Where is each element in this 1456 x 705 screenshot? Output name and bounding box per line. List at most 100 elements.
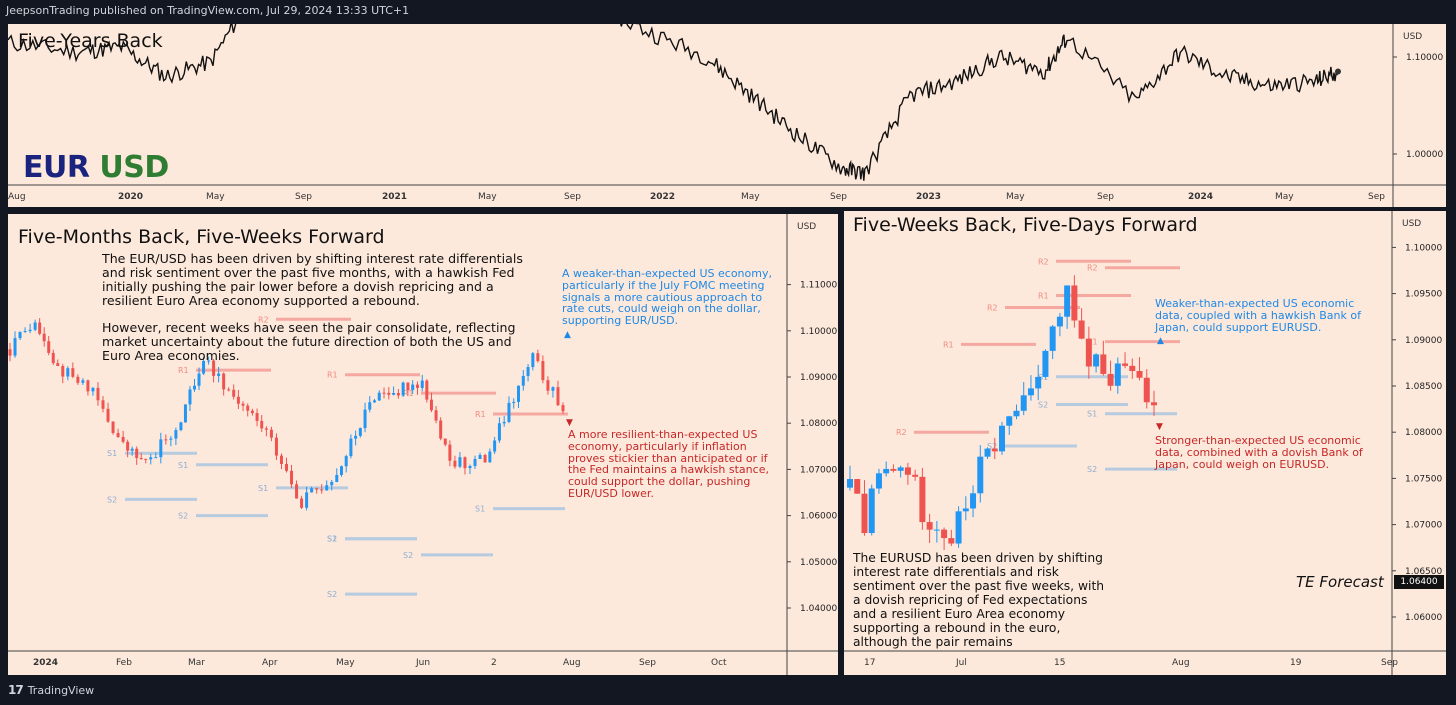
candle-body: [847, 479, 853, 488]
candle-body: [517, 385, 521, 402]
candle-body: [269, 429, 273, 438]
candle-body: [212, 360, 216, 376]
time-tick-label: Jun: [415, 658, 430, 668]
candle-body: [556, 387, 560, 406]
candle-body: [139, 458, 143, 460]
candle-body: [71, 368, 75, 377]
pivot-level-label: S2: [178, 512, 188, 521]
candle-body: [991, 448, 998, 452]
candle-body: [868, 488, 875, 534]
candle-body: [984, 448, 991, 457]
pivot-level-label: S2: [107, 495, 117, 504]
price-tick-label: 1.10000: [1405, 243, 1442, 253]
candle-body: [86, 380, 90, 392]
candle-body: [363, 409, 367, 429]
candle-body: [387, 392, 391, 395]
pivot-level-label: R1: [178, 366, 189, 375]
time-tick-label: 17: [864, 658, 875, 668]
time-tick-label: 2020: [118, 192, 143, 202]
pivot-level-label: R1: [1087, 338, 1098, 347]
candle-body: [42, 333, 46, 342]
pivot-level-label: S1: [1087, 410, 1097, 419]
time-tick-label: Sep: [639, 658, 656, 668]
candle-body: [236, 396, 240, 404]
pivot-level-label: R2: [1087, 264, 1098, 273]
candle-body: [174, 430, 178, 439]
candle-body: [310, 488, 314, 493]
candle-body: [1049, 326, 1056, 351]
candle-body: [382, 392, 386, 394]
candle-body: [561, 405, 565, 412]
candle-body: [38, 322, 42, 334]
five-months-chart: USD 1.11000 1.10000 1.09000 1.08000 1.07000 1.…: [8, 214, 838, 675]
candle-body: [149, 457, 153, 460]
candle-body: [1071, 285, 1078, 321]
candle-body: [919, 476, 926, 523]
candle-body: [305, 492, 309, 508]
time-tick-label: Mar: [188, 658, 205, 668]
candle-body: [1114, 363, 1121, 386]
candle-body: [551, 387, 555, 391]
time-tick-label: 2024: [1188, 192, 1213, 202]
time-tick-label: Apr: [262, 658, 278, 668]
time-tick-label: Sep: [830, 192, 847, 202]
candle-body: [111, 421, 115, 433]
candle-body: [207, 360, 211, 362]
publish-info: JeepsonTrading published on TradingView.…: [6, 4, 410, 17]
five-years-chart: USD1.200001.100001.00000Aug2020MaySep202…: [8, 24, 1446, 207]
candle-body: [1006, 416, 1013, 426]
candle-body: [1035, 376, 1042, 389]
candle-body: [339, 466, 343, 475]
pivot-level-label: R1: [327, 371, 338, 380]
candle-body: [1085, 338, 1092, 367]
candle-body: [1020, 395, 1027, 411]
pivot-level-label: S2: [327, 590, 337, 599]
time-tick-label: 2: [491, 658, 497, 668]
candle-body: [493, 440, 497, 452]
time-tick-label: 2023: [916, 192, 941, 202]
candle-body: [164, 439, 168, 441]
bullish-scenario-note: A weaker-than-expected US economy, parti…: [562, 267, 772, 328]
time-tick-label: May: [336, 658, 355, 668]
pivot-level-label: S2: [1038, 400, 1048, 409]
candle-body: [1056, 316, 1063, 327]
candle-body: [999, 425, 1005, 452]
five-months-chart-panel[interactable]: USD 1.11000 1.10000 1.09000 1.08000 1.07000 1.…: [8, 214, 838, 675]
candle-body: [531, 353, 535, 368]
price-tick-label: 1.10000: [800, 327, 837, 337]
time-tick-label: May: [206, 192, 225, 202]
candle-body: [468, 466, 472, 469]
five-years-chart-panel[interactable]: USD1.200001.100001.00000Aug2020MaySep202…: [8, 24, 1446, 207]
pivot-level-label: R2: [258, 315, 269, 324]
pivot-level-label: R2: [896, 428, 907, 437]
candle-body: [458, 457, 462, 467]
pivot-level-label: R1: [475, 410, 486, 419]
candle-body: [81, 380, 85, 383]
chart-title: Five-Weeks Back, Five-Days Forward: [853, 214, 1198, 236]
price-tick-label: 1.07000: [800, 465, 837, 475]
candle-body: [285, 463, 288, 471]
candle-body: [948, 538, 955, 544]
forecast-label: TE Forecast: [1296, 573, 1384, 591]
time-tick-label: May: [741, 192, 760, 202]
candle-body: [169, 438, 173, 440]
candle-body: [106, 408, 110, 422]
price-tick-label: 1.08000: [800, 419, 837, 429]
price-tick-label: 1.09500: [1405, 290, 1442, 300]
candle-body: [47, 341, 51, 353]
candle-body: [33, 322, 37, 330]
five-weeks-chart-panel[interactable]: USD 1.10000 1.09500 1.09000 1.08500 1.08000 1.…: [844, 211, 1446, 675]
candle-body: [96, 387, 100, 401]
candle-body: [8, 349, 12, 356]
candle-body: [144, 458, 148, 460]
candle-body: [13, 338, 17, 356]
tradingview-footer[interactable]: 17 TradingView: [8, 683, 94, 697]
candle-body: [202, 361, 206, 374]
candle-body: [358, 428, 362, 436]
candle-body: [250, 410, 254, 414]
candle-body: [183, 404, 187, 423]
candle-body: [861, 493, 868, 534]
candle-body: [875, 473, 882, 489]
candle-body: [300, 498, 304, 508]
candle-body: [255, 413, 259, 421]
